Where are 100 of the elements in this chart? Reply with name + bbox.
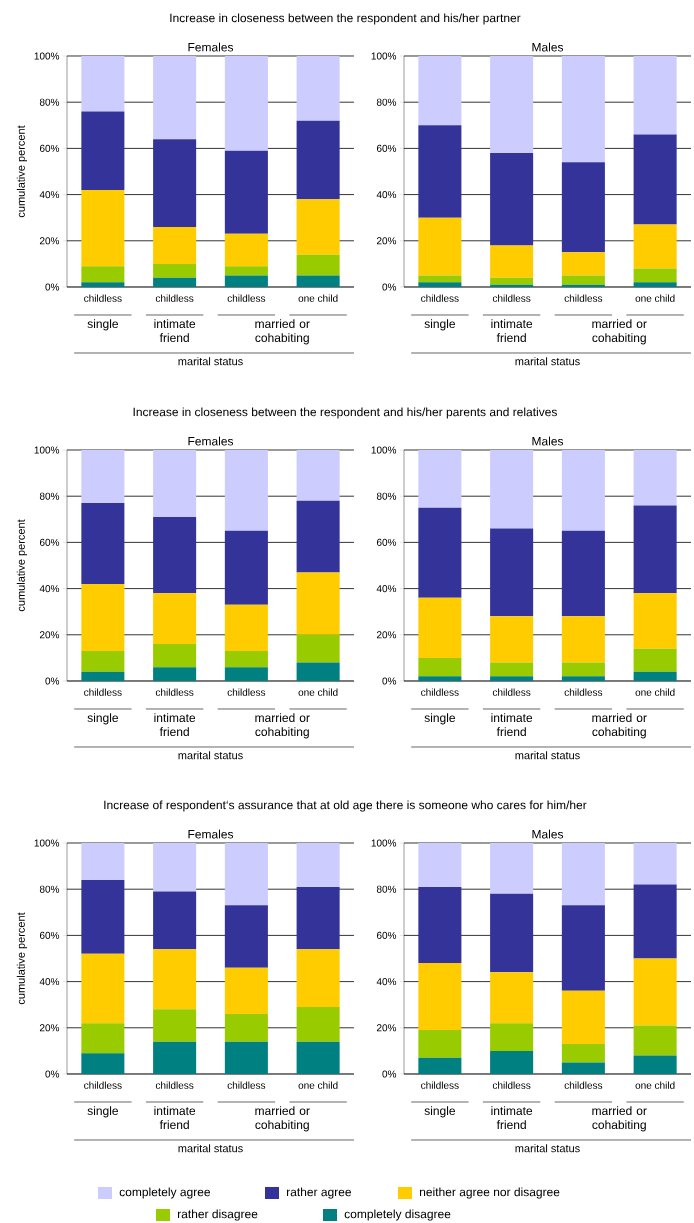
legend-label: rather agree (286, 1187, 351, 1199)
bar (561, 252, 605, 276)
text: married or cohabiting (592, 713, 647, 739)
bar (561, 676, 605, 681)
text: single (424, 713, 455, 725)
bar (224, 905, 268, 968)
bar (633, 55, 677, 135)
bar (418, 657, 462, 677)
bar (489, 55, 533, 154)
y-tick-label: 80% (39, 98, 59, 106)
bar (296, 949, 340, 1008)
bar (418, 449, 462, 508)
bar (561, 1043, 605, 1063)
bar (633, 648, 677, 672)
bar (152, 277, 196, 287)
bar (489, 245, 533, 278)
legend-label: completely disagree (344, 1209, 451, 1221)
bar (561, 449, 605, 531)
bar (489, 449, 533, 529)
bar (224, 530, 268, 605)
x-tick-label: childless (155, 688, 194, 696)
chart-title: Males (532, 42, 563, 52)
bar (296, 842, 340, 887)
text: intimate friend (154, 713, 195, 736)
text: single (424, 319, 455, 331)
bar (561, 1062, 605, 1074)
y-tick-label: 60% (39, 144, 59, 152)
bar (489, 616, 533, 663)
bar (633, 282, 677, 287)
bar (81, 879, 125, 954)
bar (296, 1041, 340, 1074)
x-tick-label: childless (492, 688, 531, 696)
y-tick-label: 40% (376, 191, 396, 199)
x-tick-label: childless (492, 1081, 531, 1089)
bar (296, 449, 340, 501)
bar (81, 189, 125, 267)
bar (81, 671, 125, 681)
bar (633, 268, 677, 283)
bar (418, 597, 462, 658)
bar (224, 1041, 268, 1074)
bar (81, 650, 125, 672)
legend-label: neither agree nor disagree (419, 1187, 560, 1199)
chart-title: Males (532, 829, 563, 839)
bar (152, 55, 196, 140)
bar (152, 516, 196, 594)
x-axis-title: marital status (515, 1144, 580, 1153)
x-axis-title: marital status (178, 751, 243, 760)
bar (224, 266, 268, 276)
bar (418, 282, 462, 287)
bar (418, 676, 462, 681)
y-tick-label: 100% (371, 446, 396, 454)
bar (224, 55, 268, 151)
bar (489, 1023, 533, 1051)
y-axis-title: cumulative percent (16, 125, 27, 218)
text: intimate friend (154, 1106, 195, 1129)
y-tick-label: 100% (371, 839, 396, 847)
y-axis-title: cumulative percent (16, 519, 27, 612)
bar (81, 449, 125, 504)
bar (152, 667, 196, 681)
bar (152, 593, 196, 645)
bar (296, 199, 340, 255)
x-axis-title: marital status (178, 357, 243, 366)
bar (633, 449, 677, 506)
x-tick-label: childless (420, 688, 459, 696)
y-tick-label: 80% (376, 98, 396, 106)
y-tick-label: 20% (39, 237, 59, 245)
bar (489, 1050, 533, 1074)
bar (633, 505, 677, 594)
bar (224, 667, 268, 681)
x-tick-label: one child (298, 1081, 338, 1089)
y-tick-label: 80% (376, 885, 396, 893)
bar (418, 217, 462, 276)
bar (418, 125, 462, 218)
bar (224, 967, 268, 1014)
bar (561, 616, 605, 663)
x-tick-label: childless (227, 1081, 266, 1089)
bar (561, 990, 605, 1044)
bar (418, 842, 462, 887)
bar (489, 972, 533, 1024)
y-tick-label: 0% (45, 677, 59, 685)
x-tick-label: childless (564, 294, 603, 302)
y-tick-label: 0% (382, 283, 396, 291)
bar (418, 1030, 462, 1058)
bar (152, 1041, 196, 1074)
y-tick-label: 80% (39, 492, 59, 500)
bar (296, 634, 340, 663)
legend-label: completely agree (119, 1187, 210, 1199)
bar (561, 162, 605, 253)
bar (81, 55, 125, 112)
y-tick-label: 20% (376, 631, 396, 639)
text: Increase of respondent‘s assurance that at old age there is someone who cares for him/her (104, 800, 587, 812)
text: single (424, 1106, 455, 1118)
bar (489, 662, 533, 677)
text: intimate friend (491, 713, 532, 736)
bar (418, 55, 462, 126)
x-tick-label: one child (298, 688, 338, 696)
bar (633, 671, 677, 681)
bar (418, 886, 462, 964)
y-tick-label: 100% (34, 839, 59, 847)
bar (296, 886, 340, 950)
